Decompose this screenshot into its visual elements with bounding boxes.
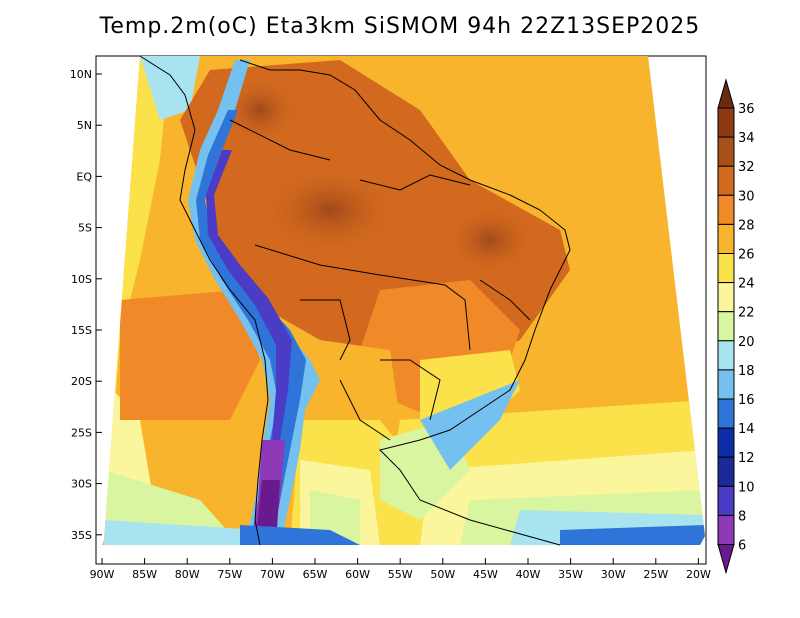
colorbar-label: 16 [738, 393, 755, 408]
colorbar-label: 34 [738, 131, 755, 146]
lat-tick-label: 5N [77, 119, 92, 132]
colorbar-swatch [717, 253, 735, 284]
lon-tick-label: 20W [686, 568, 711, 581]
colorbar-label: 36 [738, 102, 755, 117]
colorbar-label: 32 [738, 160, 755, 175]
lat-tick-label: 25S [71, 426, 92, 439]
lat-tick-label: 20S [71, 375, 92, 388]
colorbar-label: 24 [738, 277, 755, 292]
colorbar-swatch [717, 311, 735, 342]
colorbar-bottom-arrow [717, 544, 735, 575]
lon-tick-label: 30W [601, 568, 626, 581]
colorbar-swatch [717, 398, 735, 429]
lon-tick-label: 35W [558, 568, 583, 581]
colorbar-swatch [717, 136, 735, 167]
lon-tick-label: 85W [132, 568, 157, 581]
lat-tick-label: EQ [76, 170, 92, 183]
colorbar-label: 30 [738, 189, 755, 204]
map-title: Temp.2m(oC) Eta3km SiSMOM 94h 22Z13SEP20… [99, 14, 701, 39]
colorbar: 36 34 32 30 28 26 24 22 20 18 16 14 12 10 8 6 [717, 78, 755, 575]
colorbar-label: 12 [738, 451, 755, 466]
lon-tick-label: 55W [388, 568, 413, 581]
colorbar-label: 6 [738, 539, 746, 554]
coastlines-borders [139, 55, 571, 546]
latitude-axis: 10N 5N EQ 5S 10S 15S 20S 25S 30S 35S [70, 68, 102, 542]
colorbar-swatch [717, 223, 735, 254]
colorbar-label: 28 [738, 218, 755, 233]
lon-tick-label: 75W [217, 568, 242, 581]
lon-tick-label: 65W [303, 568, 328, 581]
lon-tick-label: 50W [430, 568, 455, 581]
colorbar-swatch [717, 485, 735, 516]
colorbar-swatch [717, 427, 735, 458]
lon-tick-label: 45W [473, 568, 498, 581]
colorbar-label: 20 [738, 335, 755, 350]
lon-tick-label: 25W [643, 568, 668, 581]
longitude-axis: 90W 85W 80W 75W 70W 65W 60W 55W 50W 45W 40W 35W 30W 2… [90, 558, 711, 581]
colorbar-swatch [717, 340, 735, 371]
colorbar-top-arrow [717, 78, 735, 109]
colorbar-swatch [717, 107, 735, 138]
lon-tick-label: 90W [90, 568, 115, 581]
temperature-field [102, 56, 705, 545]
colorbar-label: 22 [738, 306, 755, 321]
colorbar-label: 10 [738, 480, 755, 495]
colorbar-swatch [717, 194, 735, 225]
colorbar-swatch [717, 514, 735, 546]
lat-tick-label: 35S [71, 529, 92, 542]
lat-tick-label: 5S [78, 222, 92, 235]
lon-tick-label: 60W [345, 568, 370, 581]
colorbar-swatch [717, 282, 735, 313]
lon-tick-label: 40W [516, 568, 541, 581]
colorbar-label: 14 [738, 422, 755, 437]
lat-tick-label: 10S [71, 273, 92, 286]
lon-tick-label: 80W [175, 568, 200, 581]
colorbar-label: 18 [738, 364, 755, 379]
lon-tick-label: 70W [260, 568, 285, 581]
colorbar-swatch [717, 369, 735, 400]
colorbar-label: 26 [738, 248, 755, 263]
colorbar-label: 8 [738, 509, 746, 524]
colorbar-swatch [717, 456, 735, 487]
colorbar-swatch [717, 165, 735, 196]
lat-tick-label: 10N [70, 68, 92, 81]
lat-tick-label: 30S [71, 478, 92, 491]
lat-tick-label: 15S [71, 324, 92, 337]
